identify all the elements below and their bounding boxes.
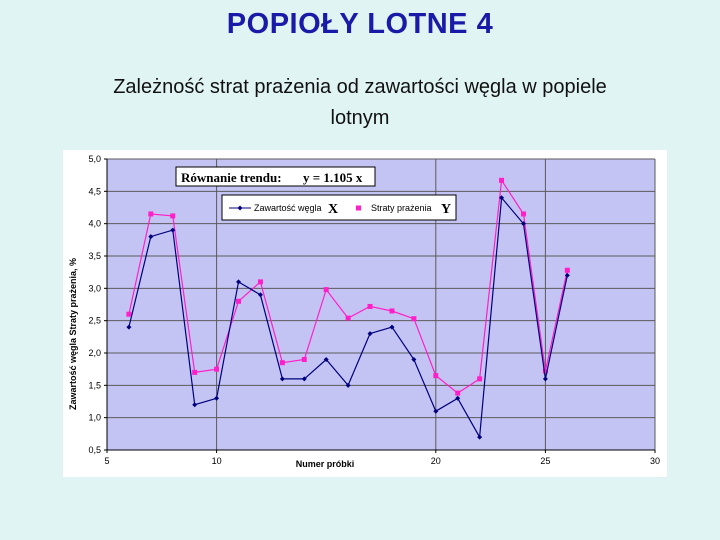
legend-label-loss: Straty prażenia (371, 203, 432, 213)
data-point (192, 402, 198, 408)
x-axis-label: Numer próbki (296, 459, 355, 469)
data-point (542, 368, 548, 374)
legend: Zawartość węgla X Straty prażenia Y (221, 194, 457, 221)
data-point (345, 315, 351, 321)
y-tick-label: 4,0 (88, 219, 101, 229)
axes (106, 159, 655, 451)
x-tick-label: 20 (431, 456, 441, 466)
data-point (477, 376, 483, 382)
subtitle-line-1: Zależność strat prażenia od zawartości w… (113, 76, 607, 98)
y-tick-label: 2,0 (88, 348, 101, 358)
data-point (279, 360, 285, 366)
y-tick-label: 3,5 (88, 251, 101, 261)
trend-box: Równanie trendu: y = 1.105 x (175, 166, 376, 187)
data-point (301, 356, 307, 362)
data-point (433, 408, 439, 414)
legend-symbol-loss: Y (441, 202, 451, 217)
legend-label-carbon: Zawartość węgla (254, 203, 322, 213)
x-tick-label: 10 (212, 456, 222, 466)
data-point (433, 373, 439, 379)
y-tick-label: 1,5 (88, 380, 101, 390)
data-point (367, 303, 373, 309)
data-point (455, 395, 461, 401)
data-point (170, 227, 176, 233)
series-layer (126, 177, 570, 440)
data-point (367, 331, 373, 337)
y-axis-label: Zawartość węgla Straty prażenia, % (68, 258, 78, 410)
data-point (257, 279, 263, 285)
chart-container: 0,5 1,0 1,5 2,0 2,5 3,0 3,5 4,0 4,5 5,0 5 10 20 25 30… (63, 150, 667, 477)
data-point (236, 298, 242, 304)
y-tick-labels: 0,5 1,0 1,5 2,0 2,5 3,0 3,5 4,0 4,5 5,0 (88, 154, 101, 455)
data-point (148, 234, 154, 240)
data-point (257, 292, 263, 298)
x-tick-label: 25 (540, 456, 550, 466)
legend-marker-loss (356, 205, 361, 211)
legend-symbol-carbon: X (328, 202, 338, 217)
data-point (236, 279, 242, 285)
x-tick-label: 30 (650, 456, 660, 466)
data-point (170, 213, 176, 219)
data-point (301, 376, 307, 382)
data-point (542, 376, 548, 382)
y-tick-label: 2,5 (88, 316, 101, 326)
y-tick-label: 0,5 (88, 445, 101, 455)
data-point (389, 308, 395, 314)
legend-marker-carbon (237, 205, 243, 211)
data-point (126, 311, 132, 317)
data-point (564, 272, 570, 278)
data-point (323, 287, 329, 293)
y-tick-label: 4,5 (88, 186, 101, 196)
data-point (411, 316, 417, 322)
data-point (520, 221, 526, 227)
series-carbon (126, 195, 570, 440)
y-tick-label: 5,0 (88, 154, 101, 164)
data-point (323, 356, 329, 362)
data-point (214, 366, 220, 372)
data-point (411, 356, 417, 362)
slide-title: POPIOŁY LOTNE 4 (226, 8, 494, 40)
data-point (345, 382, 351, 388)
data-point (214, 395, 220, 401)
slide-subtitle: Zależność strat prażenia od zawartości w… (40, 72, 680, 134)
data-point (499, 195, 505, 201)
x-tick-labels: 5 10 20 25 30 (104, 450, 660, 466)
data-point (192, 369, 198, 375)
subtitle-line-2: lotnym (330, 107, 390, 129)
data-point (148, 211, 154, 217)
data-point (477, 434, 483, 440)
trend-equation: y = 1.105 x (303, 170, 363, 185)
trend-label: Równanie trendu: (181, 170, 282, 185)
data-point (499, 177, 505, 183)
data-point (520, 211, 526, 217)
y-tick-label: 3,0 (88, 283, 101, 293)
data-point (455, 390, 461, 396)
series-loss (126, 177, 570, 396)
line-chart: 0,5 1,0 1,5 2,0 2,5 3,0 3,5 4,0 4,5 5,0 5 10 20 25 30… (68, 154, 660, 469)
x-tick-label: 5 (104, 456, 109, 466)
data-point (389, 324, 395, 330)
data-point (126, 324, 132, 330)
data-point (279, 376, 285, 382)
data-point (564, 267, 570, 273)
y-tick-label: 1,0 (88, 413, 101, 423)
